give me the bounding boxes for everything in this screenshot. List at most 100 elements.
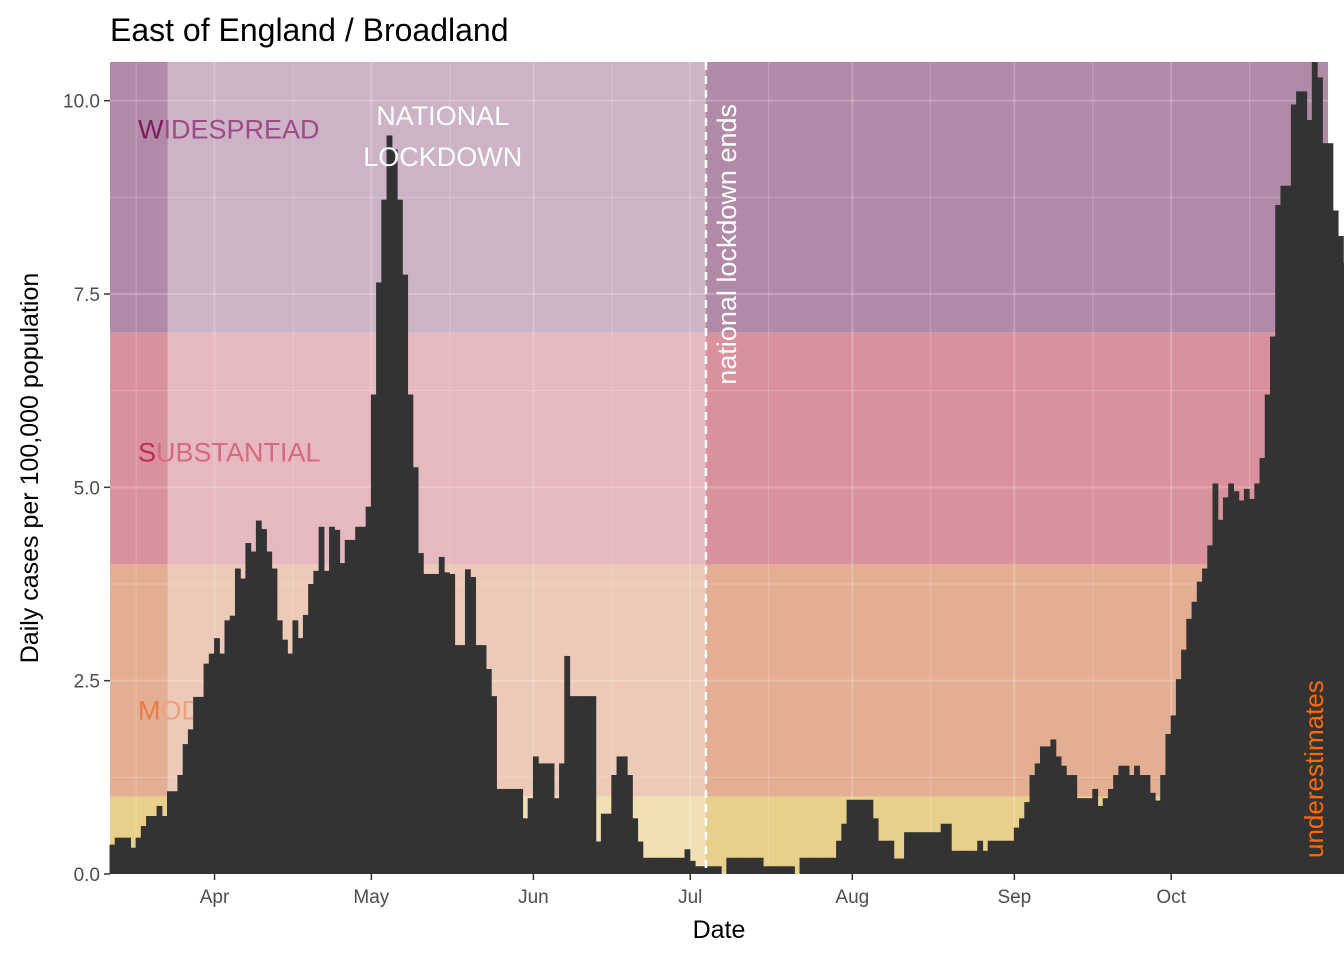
case-bar	[857, 799, 863, 874]
case-bar	[914, 832, 921, 874]
case-bar	[1097, 805, 1104, 874]
case-bar	[762, 866, 769, 874]
case-bar	[898, 858, 905, 874]
case-bar	[935, 832, 942, 874]
case-bar	[653, 857, 659, 874]
lockdown-label-line1: NATIONAL	[376, 101, 509, 131]
case-bars	[109, 62, 1344, 875]
case-bar	[438, 556, 445, 874]
band-label-initial: S	[138, 438, 156, 468]
x-tick-label: May	[353, 887, 389, 908]
case-bar	[146, 816, 152, 874]
case-bar	[423, 573, 429, 874]
case-bar	[930, 832, 937, 874]
case-bar	[1060, 765, 1067, 874]
case-bar	[1055, 756, 1062, 874]
case-bar	[349, 539, 356, 874]
x-axis-title: Date	[693, 916, 746, 944]
case-bar	[1139, 775, 1146, 874]
case-bar	[877, 840, 884, 874]
case-bar	[830, 857, 837, 874]
band-label: WIDESPREAD	[138, 114, 320, 144]
case-bar	[125, 837, 132, 874]
case-bar	[574, 696, 581, 874]
case-bar	[992, 840, 999, 874]
case-bar	[1243, 488, 1250, 874]
case-bar	[783, 866, 790, 874]
case-bar	[982, 850, 989, 874]
case-bar	[924, 832, 931, 874]
case-bar	[815, 857, 822, 874]
case-bar	[987, 840, 994, 874]
case-bar	[778, 866, 785, 874]
case-bar	[208, 653, 215, 874]
case-bar	[841, 823, 848, 874]
case-bar	[585, 696, 592, 874]
case-bar	[538, 763, 544, 874]
case-bar	[1317, 77, 1323, 874]
lockdown-end-label: national lockdown ends	[712, 104, 742, 385]
case-bar	[292, 620, 299, 874]
case-bar	[313, 570, 320, 874]
case-bar	[731, 857, 738, 874]
case-bar	[527, 798, 534, 874]
band-label-rest: UBSTANTIAL	[156, 438, 321, 468]
y-tick-label: 0.0	[74, 865, 100, 886]
case-bar	[444, 572, 450, 874]
case-bar	[135, 837, 142, 874]
case-bar	[318, 526, 325, 874]
case-bar	[752, 857, 759, 874]
case-bar	[140, 826, 147, 874]
case-bar	[820, 857, 827, 874]
case-bar	[757, 857, 764, 874]
case-bar	[161, 816, 168, 874]
case-bar	[674, 857, 680, 874]
case-bar	[470, 577, 477, 874]
case-bar	[219, 653, 226, 874]
case-bar	[940, 823, 947, 874]
case-bar	[1181, 649, 1187, 874]
case-bar	[627, 775, 633, 874]
case-bar	[1249, 498, 1255, 874]
x-tick-label: Oct	[1156, 887, 1186, 908]
case-bar	[804, 857, 811, 874]
case-bar	[836, 840, 842, 874]
case-bar	[1175, 679, 1182, 874]
case-bar	[407, 394, 414, 874]
case-bar	[114, 837, 121, 874]
case-bar	[569, 696, 576, 874]
case-bar	[919, 832, 926, 874]
case-bar	[1039, 746, 1046, 874]
case-bar	[1066, 775, 1072, 874]
case-bar	[768, 866, 774, 874]
case-bar	[1217, 519, 1224, 874]
case-bar	[1024, 802, 1031, 874]
case-bar	[1212, 483, 1219, 874]
case-bar	[872, 818, 879, 874]
case-bar	[172, 791, 179, 874]
band-label: MOD	[138, 696, 201, 726]
risk-band	[110, 332, 1328, 565]
band-label-rest: IDESPREAD	[163, 114, 319, 144]
case-bar	[1029, 775, 1036, 874]
case-bar	[773, 866, 780, 874]
case-bar	[705, 866, 712, 874]
case-bar	[1123, 765, 1130, 874]
case-bar	[632, 818, 639, 874]
case-bar	[276, 620, 283, 874]
case-bar	[689, 860, 696, 874]
case-bar	[1306, 120, 1313, 874]
case-bar	[506, 788, 513, 874]
case-bar	[224, 620, 231, 874]
case-bar	[187, 729, 194, 874]
case-bar	[151, 816, 158, 874]
case-bar	[611, 775, 618, 874]
case-bar	[564, 655, 571, 874]
case-bar	[130, 847, 137, 874]
case-bar	[339, 563, 346, 874]
case-bar	[454, 645, 461, 874]
case-bar	[1134, 765, 1140, 874]
case-bar	[234, 568, 241, 874]
case-bar	[1019, 818, 1025, 874]
case-bar	[1154, 800, 1161, 874]
